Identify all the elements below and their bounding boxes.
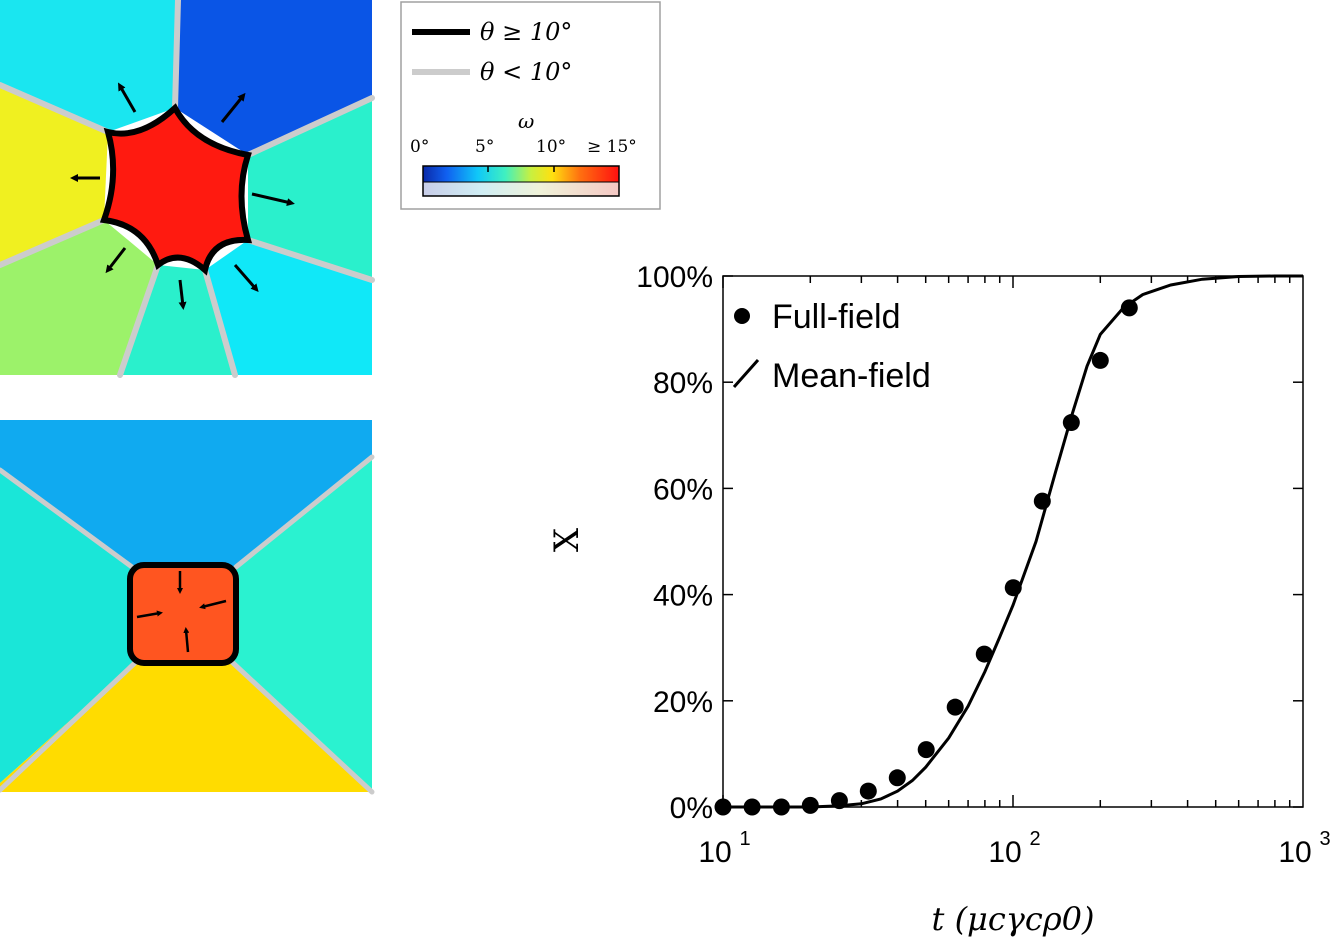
grain-bottom-right	[205, 240, 372, 375]
y-tick-label: 80%	[653, 367, 713, 400]
shrinking-grain-bottom	[127, 562, 239, 666]
arrow-icon	[251, 192, 295, 206]
colorbar-ticks	[487, 166, 555, 172]
x-tick-label-exponent: 2	[1029, 828, 1040, 850]
grain-bottom	[0, 660, 372, 792]
mean-field-series-line	[723, 274, 1303, 809]
full-field-point	[975, 645, 993, 663]
growth-arrows-top	[70, 82, 295, 310]
legend-swatch-full-field	[734, 308, 750, 324]
full-field-point	[1033, 492, 1051, 510]
colorbar-tick-label: 5°	[475, 137, 494, 157]
arrow-icon	[178, 279, 187, 310]
low-angle-boundaries-bottom	[0, 454, 375, 795]
x-tick-label: 10	[1278, 836, 1311, 869]
y-tick-label: 0%	[670, 792, 713, 825]
arrow-icon	[118, 82, 137, 113]
y-axis-ticks	[723, 275, 1303, 808]
colorbar-title: ω	[518, 109, 534, 133]
high-angle-label: θ ≥ 10°	[480, 18, 572, 46]
colorbar-tick-label: ≥ 15°	[587, 137, 637, 157]
panel-bottom-grain-structure	[0, 420, 375, 795]
full-field-point	[1120, 299, 1138, 317]
full-field-point	[1004, 579, 1022, 597]
full-field-point	[830, 792, 848, 810]
full-field-point	[801, 796, 819, 814]
arrow-icon	[136, 610, 163, 619]
colorbar-outline	[422, 165, 620, 197]
y-axis-tick-labels: 0% 20% 40% 60% 80% 100%	[636, 261, 713, 825]
full-field-point	[917, 741, 935, 759]
full-field-point	[888, 769, 906, 787]
shrink-arrows-bottom	[136, 571, 227, 653]
full-field-point	[1062, 414, 1080, 432]
grain-top-right	[175, 0, 372, 155]
colorbar-desaturated	[423, 182, 619, 196]
panel-top-grain-structure	[0, 0, 375, 378]
grain-top-left	[0, 0, 178, 132]
colorbar-saturated	[423, 166, 619, 182]
y-tick-label: 40%	[653, 580, 713, 613]
x-tick-label: 10	[698, 836, 731, 869]
arrow-icon	[199, 599, 227, 610]
x-axis-tick-labels: 10 1 10 2 10 3	[698, 828, 1330, 869]
x-tick-label-exponent: 1	[739, 828, 750, 850]
x-tick-label: 10	[988, 836, 1021, 869]
arrow-icon	[183, 627, 190, 653]
plot-frame	[722, 275, 1304, 808]
x-axis-label: t (μcγcρ0)	[932, 900, 1095, 938]
arrow-icon	[233, 264, 259, 293]
full-field-series-points	[714, 299, 1138, 816]
full-field-point	[1091, 351, 1109, 369]
x-axis-ticks	[722, 276, 1291, 807]
chart-legend: Full-field Mean-field	[732, 298, 931, 395]
full-field-point	[859, 782, 877, 800]
arrow-icon	[105, 247, 127, 274]
low-angle-label: θ < 10°	[480, 58, 572, 86]
low-angle-boundaries-top	[0, 0, 375, 378]
y-tick-label: 20%	[653, 686, 713, 719]
legend-label-full-field: Full-field	[772, 298, 900, 336]
legend-label-mean-field: Mean-field	[772, 357, 931, 395]
arrow-icon	[220, 92, 246, 123]
y-tick-label: 100%	[636, 261, 713, 294]
colorbar-tick-label: 0°	[410, 137, 429, 157]
legend-swatch-mean-field	[732, 359, 760, 388]
y-axis-label: X	[547, 527, 587, 552]
grain-right	[232, 457, 372, 792]
recrystallization-kinetics-chart: 0% 20% 40% 60% 80% 100% 10 1 10 2 10 3 X t (μcγcρ0…	[547, 261, 1331, 938]
colorbar-tick-label: 10°	[536, 137, 566, 157]
x-tick-label-exponent: 3	[1319, 828, 1330, 850]
y-tick-label: 60%	[653, 473, 713, 506]
recrystallized-grain-top	[99, 103, 253, 276]
grain-left	[0, 85, 108, 265]
full-field-point	[946, 698, 964, 716]
boundary-legend-box: θ ≥ 10° θ < 10° ω 0° 5° 10° ≥ 15°	[400, 1, 661, 210]
